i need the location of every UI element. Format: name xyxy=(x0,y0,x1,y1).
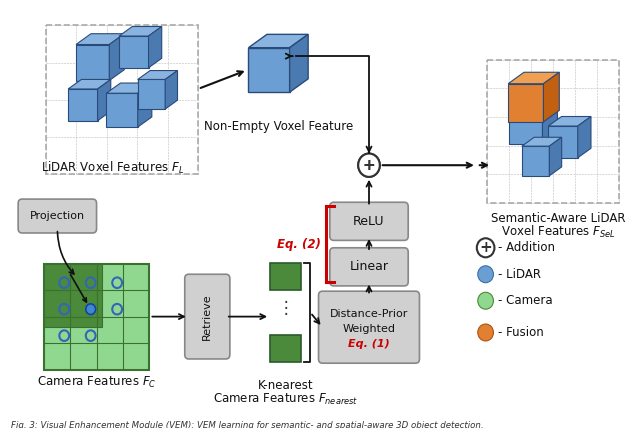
Text: - Addition: - Addition xyxy=(499,241,556,254)
Polygon shape xyxy=(138,80,165,109)
Text: - LiDAR: - LiDAR xyxy=(499,268,541,281)
Bar xyxy=(270,335,301,362)
Polygon shape xyxy=(138,83,152,127)
Text: Camera Features $F_{nearest}$: Camera Features $F_{nearest}$ xyxy=(213,392,358,407)
Text: LiDAR Voxel Features $F_L$: LiDAR Voxel Features $F_L$ xyxy=(40,160,184,176)
Polygon shape xyxy=(106,83,152,93)
Polygon shape xyxy=(68,89,97,121)
Polygon shape xyxy=(522,146,549,176)
Circle shape xyxy=(358,154,380,177)
Text: ⋮: ⋮ xyxy=(277,299,294,317)
Polygon shape xyxy=(509,97,557,108)
FancyBboxPatch shape xyxy=(185,274,230,359)
Polygon shape xyxy=(119,27,162,36)
Polygon shape xyxy=(548,126,578,158)
Polygon shape xyxy=(508,84,543,122)
Polygon shape xyxy=(548,116,591,126)
Text: +: + xyxy=(479,240,492,255)
Polygon shape xyxy=(248,34,308,48)
Polygon shape xyxy=(549,137,562,176)
Polygon shape xyxy=(106,93,138,127)
Circle shape xyxy=(478,324,493,341)
Circle shape xyxy=(86,304,95,315)
Text: Fig. 3: Visual Enhancement Module (VEM): VEM learning for semantic- and spatial-: Fig. 3: Visual Enhancement Module (VEM):… xyxy=(12,421,484,428)
Text: K-nearest: K-nearest xyxy=(258,379,314,392)
Text: Eq. (1): Eq. (1) xyxy=(348,339,390,349)
Polygon shape xyxy=(509,108,543,144)
Text: - Camera: - Camera xyxy=(499,294,553,307)
Polygon shape xyxy=(76,34,124,45)
Text: Voxel Features $F_{SeL}$: Voxel Features $F_{SeL}$ xyxy=(500,224,616,241)
Text: Camera Features $F_C$: Camera Features $F_C$ xyxy=(37,374,156,390)
Circle shape xyxy=(358,154,380,177)
Text: Weighted: Weighted xyxy=(342,324,396,334)
Polygon shape xyxy=(165,71,177,109)
Bar xyxy=(270,263,301,290)
Bar xyxy=(44,264,102,327)
Polygon shape xyxy=(68,80,111,89)
Circle shape xyxy=(477,238,495,257)
Text: Projection: Projection xyxy=(30,211,85,221)
Text: Distance-Prior: Distance-Prior xyxy=(330,309,408,319)
Bar xyxy=(44,264,150,369)
Text: Semantic-Aware LiDAR: Semantic-Aware LiDAR xyxy=(491,212,625,225)
Polygon shape xyxy=(97,80,111,121)
Text: ReLU: ReLU xyxy=(353,215,385,228)
Text: - Fusion: - Fusion xyxy=(499,326,544,339)
Text: Non-Empty Voxel Feature: Non-Empty Voxel Feature xyxy=(204,119,353,133)
Text: Linear: Linear xyxy=(349,260,388,273)
Text: +: + xyxy=(363,158,376,173)
Polygon shape xyxy=(109,34,124,80)
Circle shape xyxy=(478,266,493,283)
FancyBboxPatch shape xyxy=(330,202,408,241)
Polygon shape xyxy=(248,48,290,92)
FancyBboxPatch shape xyxy=(330,248,408,286)
Polygon shape xyxy=(543,72,559,122)
Polygon shape xyxy=(119,36,148,68)
Polygon shape xyxy=(508,72,559,84)
Polygon shape xyxy=(290,34,308,92)
Polygon shape xyxy=(138,71,177,80)
Polygon shape xyxy=(76,45,109,80)
Text: Retrieve: Retrieve xyxy=(202,293,212,340)
Text: +: + xyxy=(363,158,376,173)
Text: Eq. (2): Eq. (2) xyxy=(277,238,321,250)
Polygon shape xyxy=(543,97,557,144)
FancyBboxPatch shape xyxy=(319,291,419,363)
Circle shape xyxy=(478,292,493,309)
FancyBboxPatch shape xyxy=(18,199,97,233)
Polygon shape xyxy=(578,116,591,158)
Polygon shape xyxy=(522,137,562,146)
Polygon shape xyxy=(148,27,162,68)
